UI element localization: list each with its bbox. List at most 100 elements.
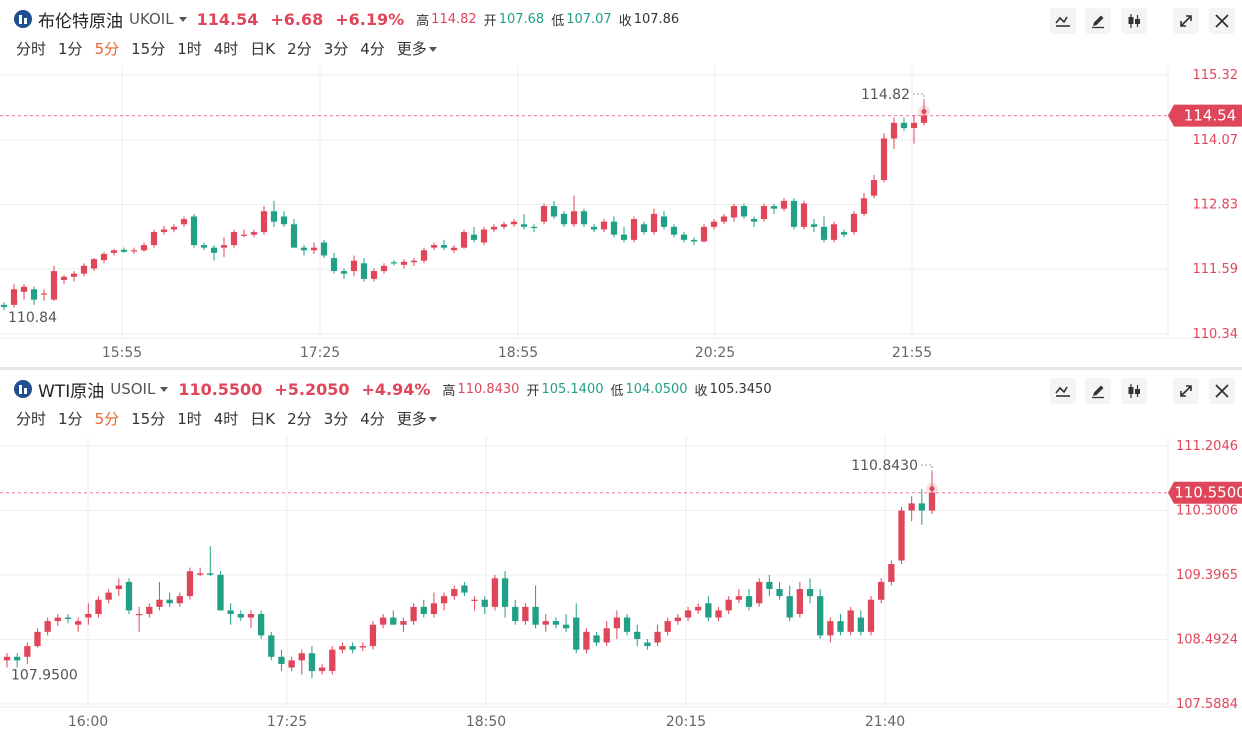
chevron-down-icon[interactable] [178, 16, 187, 22]
timeframe-option[interactable]: 3分 [323, 410, 349, 428]
candle [501, 571, 509, 618]
chevron-down-icon[interactable] [160, 386, 169, 392]
chevron-down-icon[interactable] [428, 417, 437, 422]
candle [880, 133, 888, 183]
instrument-symbol[interactable]: UKOIL [129, 10, 174, 28]
chevron-down-icon[interactable] [428, 47, 437, 52]
candlestick-button[interactable] [1121, 378, 1147, 404]
instrument-symbol[interactable]: USOIL [110, 380, 156, 398]
candle [90, 258, 98, 272]
candle [857, 610, 864, 636]
timeframe-option[interactable]: 1时 [177, 40, 202, 58]
timeframe-option[interactable]: 15分 [131, 40, 166, 58]
timeframe-option[interactable]: 2分 [287, 410, 312, 428]
candle [3, 653, 11, 668]
low-annotation: 107.9500 [11, 667, 78, 683]
candle [898, 506, 905, 565]
candle [14, 653, 21, 668]
candle [280, 211, 288, 227]
timeframe-option[interactable]: 更多 [396, 410, 427, 428]
usoil-candlestick-chart[interactable]: 111.2046 110.3006 109.3965 108.4924 107.5884… [0, 436, 1242, 732]
x-tick-label: 17:25 [300, 345, 340, 361]
chart-line-button[interactable] [1050, 8, 1076, 34]
timeframe-option[interactable]: 更多 [396, 40, 427, 58]
timeframe-option[interactable]: 5分 [94, 410, 120, 428]
candle [796, 581, 804, 618]
candle [640, 221, 648, 235]
price-change: +5.2050 [274, 379, 350, 399]
timeframe-option[interactable]: 1分 [58, 410, 83, 428]
timeframe-option[interactable]: 日K [250, 410, 276, 428]
candle [850, 211, 858, 235]
price-change: +6.68 [270, 9, 324, 29]
x-tick-label: 16:00 [68, 714, 108, 730]
timeframe-option[interactable]: 4时 [213, 410, 239, 428]
pen-button[interactable] [1085, 8, 1111, 34]
pen-button[interactable] [1085, 378, 1111, 404]
y-tick-label: 110.34 [1193, 327, 1239, 342]
candle [806, 578, 814, 604]
timeframe-option[interactable]: 4分 [360, 40, 385, 58]
ukoil-candlestick-chart[interactable]: 115.32 114.07 112.83 111.59 110.34 15:55 17:25… [0, 66, 1242, 365]
timeframe-option[interactable]: 3分 [323, 40, 349, 58]
candle [200, 242, 208, 251]
timeframe-option[interactable]: 4分 [360, 410, 385, 428]
candle [522, 603, 529, 625]
candle [740, 203, 748, 220]
candlestick-icon [1125, 382, 1143, 400]
candle [298, 649, 305, 675]
candle [695, 603, 702, 614]
candle [308, 646, 316, 679]
timeframe-option[interactable]: 4时 [213, 40, 239, 58]
timeframe-option[interactable]: 日K [250, 40, 276, 58]
chart-line-icon [1054, 12, 1072, 30]
candle [800, 200, 808, 230]
candlestick-icon [1125, 12, 1143, 30]
candlestick-button[interactable] [1121, 8, 1147, 34]
timeframe-option[interactable]: 分时 [16, 40, 47, 58]
close-button[interactable] [1209, 378, 1235, 404]
candle [552, 617, 560, 629]
candle [268, 631, 275, 661]
timeframe-option[interactable]: 分时 [16, 410, 47, 428]
candle [532, 585, 539, 629]
candle [430, 592, 438, 618]
candle [140, 242, 148, 252]
close-icon [1213, 382, 1231, 400]
x-tick-label: 17:25 [267, 714, 307, 730]
candle [623, 613, 631, 636]
chart-line-button[interactable] [1050, 378, 1076, 404]
open-label: 开 [526, 383, 540, 399]
timeframe-option[interactable]: 15分 [131, 410, 166, 428]
candle [237, 610, 244, 622]
x-tick-label: 18:50 [466, 714, 506, 730]
candle [340, 268, 348, 279]
candle [790, 198, 798, 230]
timeframe-option[interactable]: 5分 [94, 40, 120, 58]
candle [810, 219, 818, 233]
candle [725, 596, 732, 614]
candle [125, 578, 133, 614]
timeframe-option[interactable]: 1分 [58, 40, 83, 58]
candle [400, 259, 408, 269]
candle [878, 578, 885, 604]
candle [176, 592, 183, 607]
candle [24, 642, 31, 664]
pen-icon [1089, 382, 1107, 400]
close-button[interactable] [1209, 8, 1235, 34]
candle [380, 263, 388, 274]
low-label: 低 [551, 13, 565, 29]
candle [190, 213, 198, 248]
candle [910, 115, 918, 144]
candle [480, 226, 488, 246]
candle [680, 232, 688, 243]
candle [510, 219, 518, 227]
candle [600, 219, 608, 233]
timeframe-option[interactable]: 1时 [177, 410, 202, 428]
expand-button[interactable] [1173, 378, 1199, 404]
expand-button[interactable] [1173, 8, 1199, 34]
x-tick-label: 21:40 [865, 714, 905, 730]
candle [230, 229, 238, 248]
candle [735, 589, 743, 604]
timeframe-option[interactable]: 2分 [287, 40, 312, 58]
